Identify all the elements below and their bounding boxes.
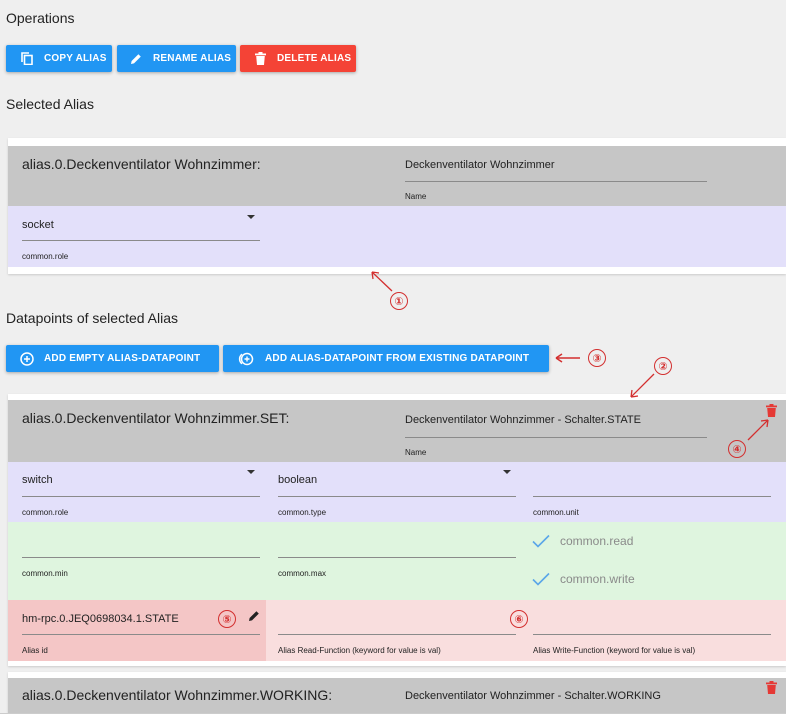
alias-role-label: common.role (22, 252, 69, 261)
dp2-delete-button[interactable] (766, 681, 778, 695)
alias-role-value[interactable]: socket (22, 219, 54, 231)
dp1-name-value[interactable]: Deckenventilator Wohnzimmer - Schalter.S… (405, 414, 641, 426)
add-existing-datapoint-label: ADD ALIAS-DATAPOINT FROM EXISTING DATAPO… (265, 353, 530, 364)
chevron-down-icon[interactable] (503, 470, 511, 474)
pencil-icon[interactable] (248, 609, 260, 627)
alias-name-underline (405, 181, 707, 182)
datapoints-heading: Datapoints of selected Alias (6, 310, 178, 326)
dp1-id-title: alias.0.Deckenventilator Wohnzimmer.SET: (22, 410, 290, 426)
datapoint-card-set: alias.0.Deckenventilator Wohnzimmer.SET:… (8, 394, 786, 666)
dp1-role-underline (22, 496, 260, 497)
dp1-type-label: common.type (278, 508, 327, 517)
dp1-read-fn-underline (278, 634, 516, 635)
copy-alias-button[interactable]: COPY ALIAS (6, 45, 112, 72)
dp1-range-band: common.min common.max common.read common… (8, 522, 786, 600)
dp1-min-label: common.min (22, 569, 68, 578)
dp1-role-value[interactable]: switch (22, 474, 53, 486)
trash-icon (253, 52, 267, 66)
pencil-icon (129, 52, 143, 66)
dp1-read-checkbox[interactable]: common.read (532, 534, 633, 548)
add-circle-outline-icon (237, 352, 255, 366)
delete-alias-button[interactable]: DELETE ALIAS (240, 45, 356, 72)
add-existing-datapoint-button[interactable]: ADD ALIAS-DATAPOINT FROM EXISTING DATAPO… (223, 345, 549, 372)
rename-alias-button[interactable]: RENAME ALIAS (117, 45, 236, 72)
dp1-max-label: common.max (278, 569, 327, 578)
annotation-3: ③ (588, 349, 606, 367)
dp1-unit-label: common.unit (533, 508, 579, 517)
check-icon (532, 572, 550, 586)
annotation-2: ② (654, 357, 672, 375)
dp1-name-underline (405, 437, 707, 438)
dp1-function-band: hm-rpc.0.JEQ0698034.1.STATE Alias id Ali… (8, 600, 786, 661)
copy-icon (20, 52, 34, 66)
rename-alias-label: RENAME ALIAS (153, 53, 232, 64)
dp1-write-label: common.write (560, 572, 635, 586)
check-icon (532, 534, 550, 548)
copy-alias-label: COPY ALIAS (44, 53, 107, 64)
trash-icon (766, 681, 777, 694)
selected-alias-heading: Selected Alias (6, 96, 94, 112)
selected-alias-card: alias.0.Deckenventilator Wohnzimmer: Dec… (8, 138, 786, 274)
dp1-read-label: common.read (560, 534, 634, 548)
delete-alias-label: DELETE ALIAS (277, 53, 352, 64)
dp1-role-label: common.role (22, 508, 69, 517)
dp1-write-fn-label: Alias Write-Function (keyword for value … (533, 646, 696, 655)
annotation-6: ⑥ (510, 610, 528, 628)
dp1-max-underline (278, 557, 516, 558)
annotation-4: ④ (728, 440, 746, 458)
dp1-name-label: Name (405, 448, 427, 457)
operations-heading: Operations (6, 10, 75, 26)
dp1-role-band: switch common.role boolean common.type c… (8, 462, 786, 522)
dp1-read-fn-label: Alias Read-Function (keyword for value i… (278, 646, 441, 655)
dp1-alias-id-value[interactable]: hm-rpc.0.JEQ0698034.1.STATE (22, 613, 179, 625)
add-empty-datapoint-label: ADD EMPTY ALIAS-DATAPOINT (44, 353, 201, 364)
chevron-down-icon[interactable] (247, 470, 255, 474)
alias-role-band: socket common.role (8, 206, 786, 267)
dp1-header-band: alias.0.Deckenventilator Wohnzimmer.SET:… (8, 400, 786, 462)
alias-role-underline (22, 240, 260, 241)
dp2-id-title: alias.0.Deckenventilator Wohnzimmer.WORK… (22, 687, 333, 703)
alias-header-band: alias.0.Deckenventilator Wohnzimmer: Dec… (8, 146, 786, 206)
dp1-alias-id-underline (22, 634, 260, 635)
alias-name-value[interactable]: Deckenventilator Wohnzimmer (405, 159, 555, 171)
chevron-down-icon[interactable] (247, 215, 255, 219)
dp1-type-underline (278, 496, 516, 497)
dp1-delete-button[interactable] (766, 404, 778, 418)
alias-name-label: Name (405, 192, 427, 201)
alias-id-title: alias.0.Deckenventilator Wohnzimmer: (22, 156, 261, 172)
add-circle-icon (20, 351, 34, 366)
screenshot-bottom-edge (0, 713, 786, 721)
dp1-unit-underline (533, 496, 771, 497)
add-empty-datapoint-button[interactable]: ADD EMPTY ALIAS-DATAPOINT (6, 345, 219, 372)
dp1-type-value[interactable]: boolean (278, 474, 318, 486)
dp1-alias-id-label: Alias id (22, 646, 48, 655)
dp1-write-checkbox[interactable]: common.write (532, 572, 635, 586)
dp1-write-fn-underline (533, 634, 771, 635)
dp1-min-underline (22, 557, 260, 558)
trash-icon (766, 404, 777, 417)
annotation-5: ⑤ (218, 610, 236, 628)
annotation-1: ① (390, 292, 408, 310)
dp2-name-value[interactable]: Deckenventilator Wohnzimmer - Schalter.W… (405, 690, 661, 702)
